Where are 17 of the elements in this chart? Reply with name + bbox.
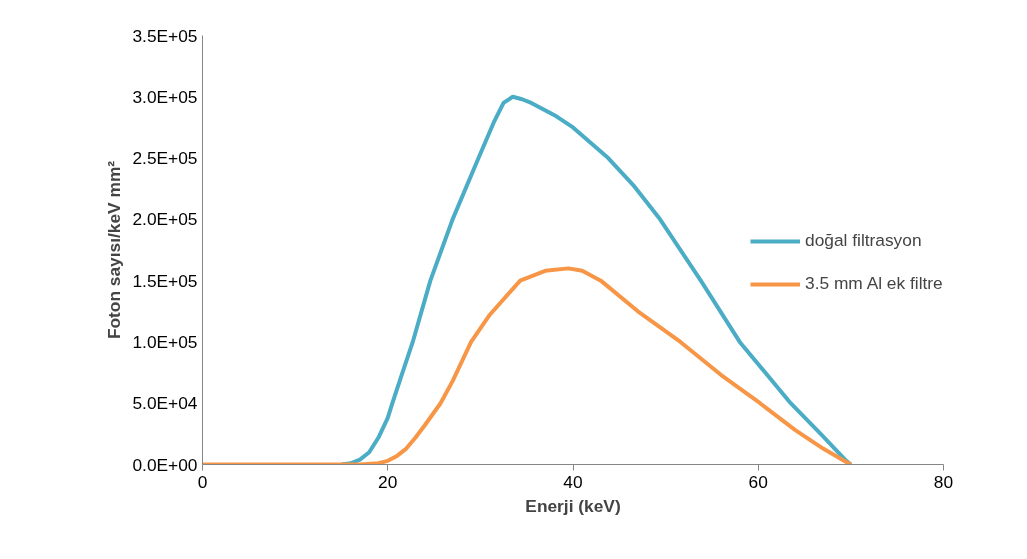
y-tick-label: 3.0E+05 xyxy=(132,86,198,107)
y-axis-title: Foton sayısı/keV mm² xyxy=(104,160,125,340)
y-tick-label: 3.5E+05 xyxy=(132,25,198,46)
legend-label: doğal filtrasyon xyxy=(805,230,922,251)
x-tick-label: 40 xyxy=(563,471,583,492)
y-tick-label: 1.5E+05 xyxy=(132,270,198,291)
x-tick-label: 0 xyxy=(197,471,208,492)
legend-label: 3.5 mm Al ek filtre xyxy=(805,273,943,294)
x-axis-title: Enerji (keV) xyxy=(525,495,621,516)
y-tick-label: 1.0E+05 xyxy=(132,331,198,352)
y-tick-label: 5.0E+04 xyxy=(132,393,198,414)
x-tick-label: 60 xyxy=(748,471,768,492)
x-tick-label: 80 xyxy=(933,471,954,492)
y-tick-label: 0.0E+00 xyxy=(132,454,198,475)
x-tick-label: 20 xyxy=(378,471,398,492)
y-tick-label: 2.0E+05 xyxy=(132,209,198,230)
y-tick-label: 2.5E+05 xyxy=(132,148,198,169)
